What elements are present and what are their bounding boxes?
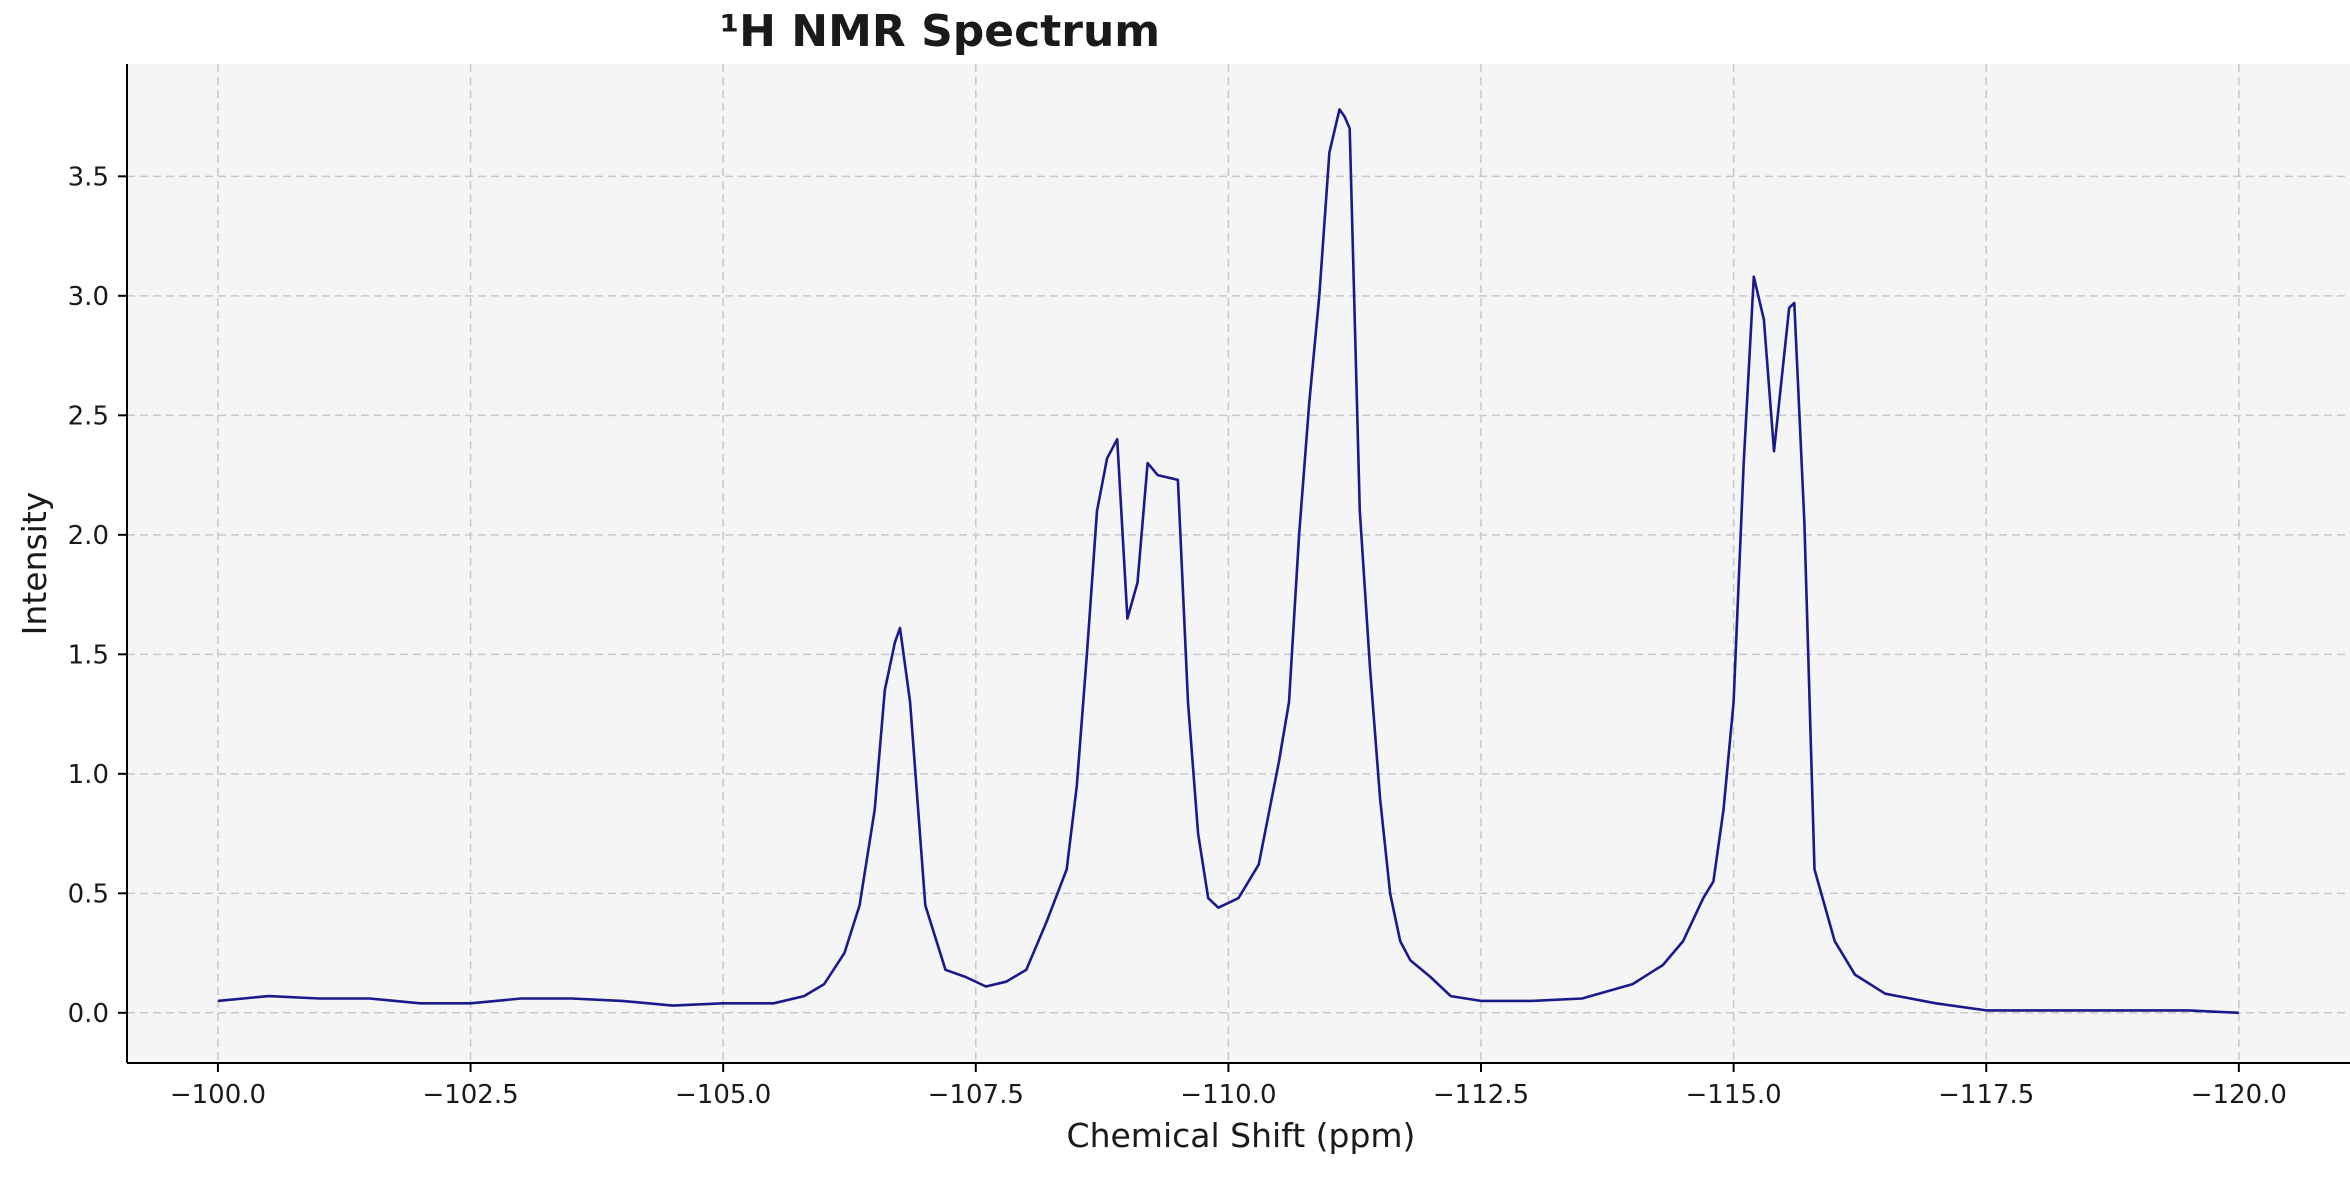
- x-tick-label: −120.0: [2191, 1080, 2287, 1110]
- x-axis-label: Chemical Shift (ppm): [1067, 1116, 1416, 1155]
- y-tick-label: 3.0: [68, 282, 109, 312]
- series-layer: [217, 108, 2239, 1015]
- x-tick-label: −110.0: [1180, 1080, 1276, 1110]
- x-tick-label: −100.0: [170, 1080, 266, 1110]
- y-tick-label: 0.0: [68, 999, 109, 1029]
- spectrum-series-line: [217, 108, 2239, 1015]
- axes: [126, 64, 2350, 1064]
- plot-area: [127, 64, 2350, 1063]
- x-tick-label: −115.0: [1686, 1080, 1782, 1110]
- y-tick-label: 2.0: [68, 521, 109, 551]
- x-tick-label: −112.5: [1433, 1080, 1529, 1110]
- x-tick-label: −117.5: [1938, 1080, 2034, 1110]
- y-tick-label: 0.5: [68, 879, 109, 909]
- y-tick-label: 1.5: [68, 640, 109, 670]
- y-tick-label: 1.0: [68, 760, 109, 790]
- grid: [127, 64, 2350, 1063]
- y-tick-label: 2.5: [68, 401, 109, 431]
- y-axis-label: Intensity: [15, 492, 54, 636]
- x-tick-label: −105.0: [675, 1080, 771, 1110]
- chart-title: ¹H NMR Spectrum: [720, 6, 1160, 57]
- x-tick-label: −107.5: [928, 1080, 1024, 1110]
- x-tick-label: −102.5: [422, 1080, 518, 1110]
- ticks: −100.0 −102.5 −105.0 −107.5 −110.0 −112.5 −115…: [68, 162, 2287, 1110]
- y-tick-label: 3.5: [68, 162, 109, 192]
